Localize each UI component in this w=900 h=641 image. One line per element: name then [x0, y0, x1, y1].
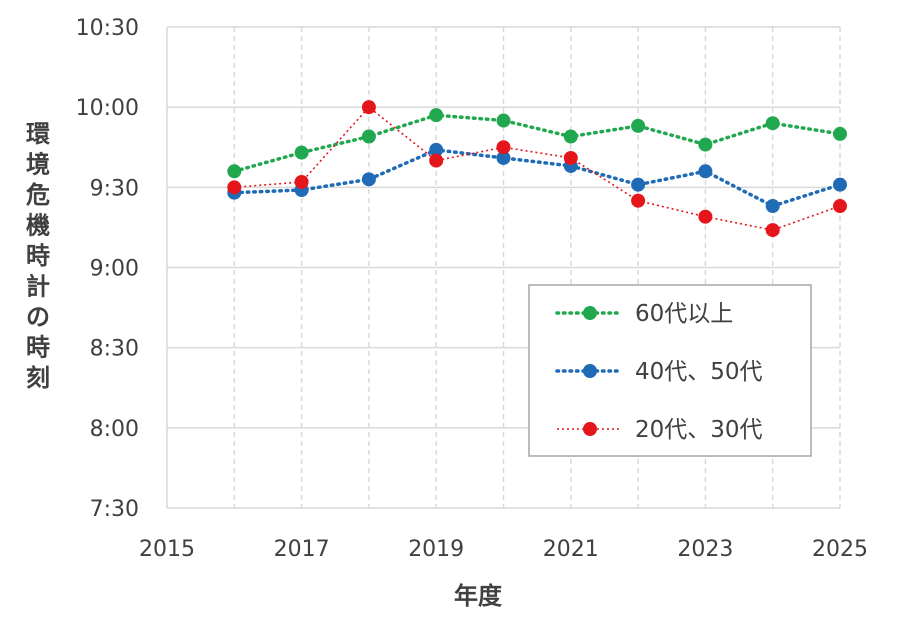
- x-tick-label: 2015: [139, 537, 195, 562]
- data-point: [361, 100, 376, 115]
- series-group: [227, 100, 847, 238]
- data-point: [429, 153, 444, 168]
- data-point: [361, 172, 376, 187]
- legend-swatch-marker: [583, 306, 597, 320]
- data-point: [429, 142, 444, 157]
- y-tick-label: 8:00: [90, 417, 139, 442]
- data-point: [833, 126, 847, 141]
- legend-swatch-marker: [583, 364, 597, 378]
- data-point: [294, 174, 309, 189]
- data-point: [429, 108, 444, 123]
- data-point: [698, 209, 713, 224]
- data-point: [631, 177, 646, 192]
- y-axis-ticks: 7:30 8:00 8:30 9:00 9:30 10:00 10:30: [76, 16, 139, 522]
- data-point: [833, 199, 847, 214]
- series-line-3: [234, 106, 841, 231]
- data-point: [496, 140, 511, 155]
- series-line-2: [232, 148, 842, 208]
- data-point: [765, 116, 780, 131]
- data-point: [294, 145, 309, 160]
- data-point: [698, 137, 713, 152]
- x-tick-label: 2017: [274, 537, 330, 562]
- x-tick-label: 2025: [812, 537, 868, 562]
- x-axis-title: 年度: [454, 582, 503, 610]
- data-point: [698, 164, 713, 179]
- y-axis-title: 環境危機時計の時刻: [26, 120, 51, 392]
- legend-label: 40代、50代: [635, 359, 763, 385]
- data-point: [833, 177, 847, 192]
- data-point: [631, 118, 646, 133]
- y-tick-label: 10:00: [76, 96, 139, 121]
- data-point: [563, 150, 578, 165]
- data-point: [563, 129, 578, 144]
- y-tick-label: 10:30: [76, 16, 139, 41]
- legend-label: 20代、30代: [635, 417, 763, 443]
- y-tick-label: 9:00: [90, 257, 139, 282]
- legend: 60代以上 40代、50代 20代、30代: [528, 284, 812, 457]
- series-line-1: [232, 113, 842, 174]
- data-point: [496, 150, 511, 165]
- y-tick-label: 9:30: [90, 176, 139, 201]
- data-point: [227, 180, 242, 195]
- legend-label: 60代以上: [635, 301, 733, 327]
- data-point: [361, 129, 376, 144]
- data-point: [496, 113, 511, 128]
- y-tick-label: 7:30: [90, 497, 139, 522]
- data-point: [631, 193, 646, 208]
- x-tick-label: 2019: [408, 537, 464, 562]
- x-tick-label: 2023: [677, 537, 733, 562]
- x-tick-label: 2021: [543, 537, 599, 562]
- y-tick-label: 8:30: [90, 337, 139, 362]
- data-point: [227, 164, 242, 179]
- data-point: [765, 199, 780, 214]
- legend-swatch-marker: [583, 422, 597, 436]
- x-axis-ticks: 2015 2017 2019 2021 2023 2025: [139, 537, 868, 562]
- data-point: [765, 223, 780, 238]
